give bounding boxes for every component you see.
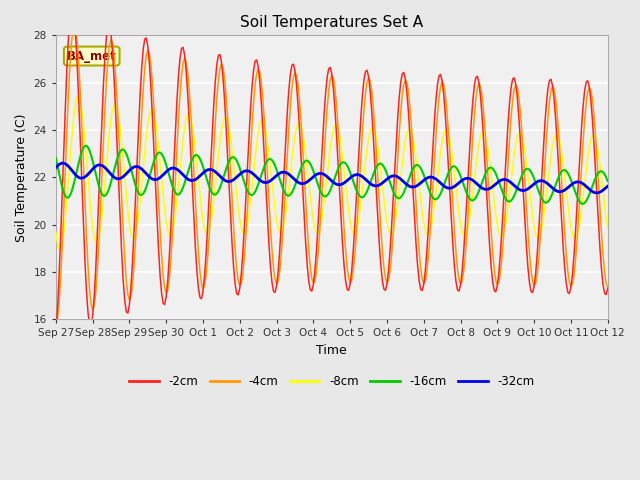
-32cm (52, 165, 60, 170)
-16cm (52, 156, 60, 161)
Line: -8cm: -8cm (56, 96, 608, 250)
-16cm (156, 150, 164, 156)
-8cm (52, 229, 60, 235)
-16cm (83, 143, 90, 149)
-16cm (538, 196, 546, 202)
-4cm (368, 86, 376, 92)
-8cm (388, 231, 396, 237)
-16cm (386, 180, 394, 185)
Text: BA_met: BA_met (67, 49, 116, 62)
-8cm (75, 93, 83, 99)
-8cm (369, 124, 377, 130)
X-axis label: Time: Time (316, 344, 347, 357)
-32cm (399, 178, 406, 183)
-2cm (399, 71, 406, 76)
-16cm (67, 190, 75, 196)
-2cm (52, 330, 60, 336)
-8cm (56, 247, 64, 252)
-2cm (386, 249, 394, 254)
-16cm (579, 201, 587, 207)
-2cm (67, 6, 75, 12)
-32cm (69, 168, 77, 174)
-32cm (156, 175, 164, 180)
-16cm (399, 192, 406, 198)
-8cm (400, 148, 408, 154)
-4cm (67, 44, 75, 50)
-2cm (604, 286, 612, 291)
-4cm (52, 321, 60, 327)
-4cm (604, 285, 612, 290)
-32cm (386, 174, 394, 180)
-16cm (368, 176, 376, 182)
Line: -16cm: -16cm (56, 146, 608, 204)
-8cm (69, 124, 77, 130)
-2cm (538, 174, 546, 180)
-2cm (368, 107, 376, 112)
Title: Soil Temperatures Set A: Soil Temperatures Set A (240, 15, 423, 30)
-32cm (368, 181, 376, 187)
-16cm (604, 178, 612, 184)
-4cm (399, 93, 406, 98)
-32cm (604, 183, 612, 189)
-32cm (593, 190, 601, 196)
Line: -2cm: -2cm (56, 8, 608, 333)
-2cm (156, 272, 164, 278)
Line: -4cm: -4cm (56, 25, 608, 324)
Legend: -2cm, -4cm, -8cm, -16cm, -32cm: -2cm, -4cm, -8cm, -16cm, -32cm (124, 371, 540, 393)
-4cm (156, 227, 164, 232)
-4cm (538, 213, 546, 219)
Line: -32cm: -32cm (56, 163, 608, 193)
-4cm (70, 23, 78, 28)
-8cm (540, 217, 547, 223)
-8cm (604, 225, 612, 231)
Y-axis label: Soil Temperature (C): Soil Temperature (C) (15, 113, 28, 241)
-8cm (158, 176, 166, 182)
-32cm (60, 160, 67, 166)
-2cm (69, 5, 77, 11)
-4cm (386, 269, 394, 275)
-32cm (538, 178, 546, 183)
